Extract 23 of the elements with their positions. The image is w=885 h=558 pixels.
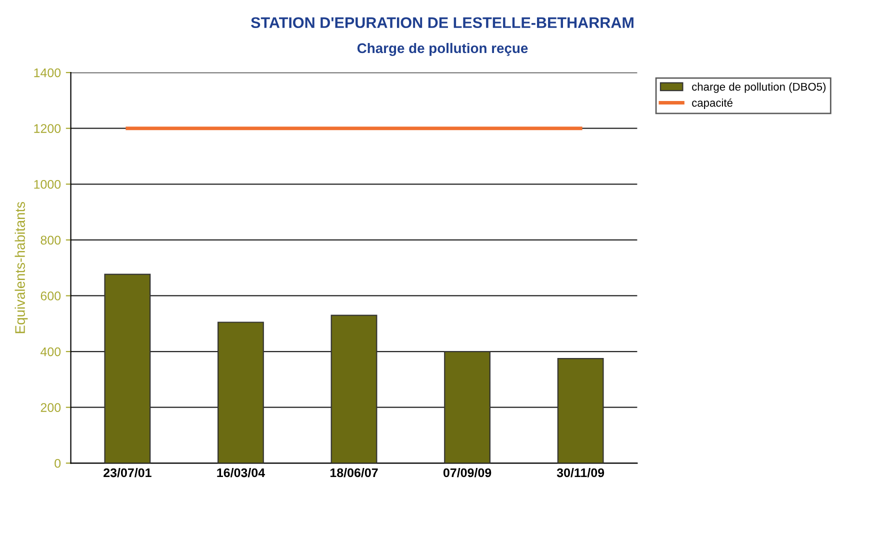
bar	[330, 314, 378, 464]
chart-title: STATION D'EPURATION DE LESTELLE-BETHARRAM	[250, 17, 634, 28]
y-tick-label: 800	[40, 236, 61, 245]
y-tick-label: 200	[40, 403, 61, 412]
y-tick-label: 600	[40, 292, 61, 300]
x-tick-label: 30/11/09	[556, 468, 604, 478]
y-tick-label: 1200	[34, 124, 61, 133]
bar	[444, 350, 490, 464]
legend-label: charge de pollution (DBO5)	[692, 82, 826, 93]
y-tick-label: 0	[54, 458, 61, 468]
bar	[557, 358, 604, 464]
y-tick-label: 1000	[34, 180, 61, 189]
x-tick-label: 16/03/04	[217, 468, 265, 478]
legend-label: capacité	[692, 98, 732, 109]
y-tick-label: 1400	[34, 68, 61, 78]
x-tick-label: 07/09/09	[443, 468, 492, 478]
x-tick-label: 18/06/07	[330, 468, 378, 478]
x-tick-label: 23/07/01	[104, 468, 152, 478]
chart-subtitle: Charge de pollution reçue	[357, 42, 528, 56]
bar	[218, 322, 264, 464]
bar	[104, 274, 151, 464]
y-axis-title: Equivalents-habitants	[14, 202, 28, 334]
y-tick-label: 400	[40, 347, 61, 356]
